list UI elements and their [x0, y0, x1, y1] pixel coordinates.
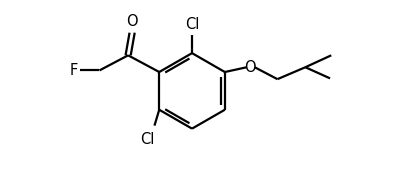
- Text: O: O: [244, 60, 255, 75]
- Text: Cl: Cl: [140, 132, 154, 147]
- Text: O: O: [126, 14, 138, 29]
- Text: Cl: Cl: [185, 18, 199, 32]
- Text: F: F: [69, 63, 78, 78]
